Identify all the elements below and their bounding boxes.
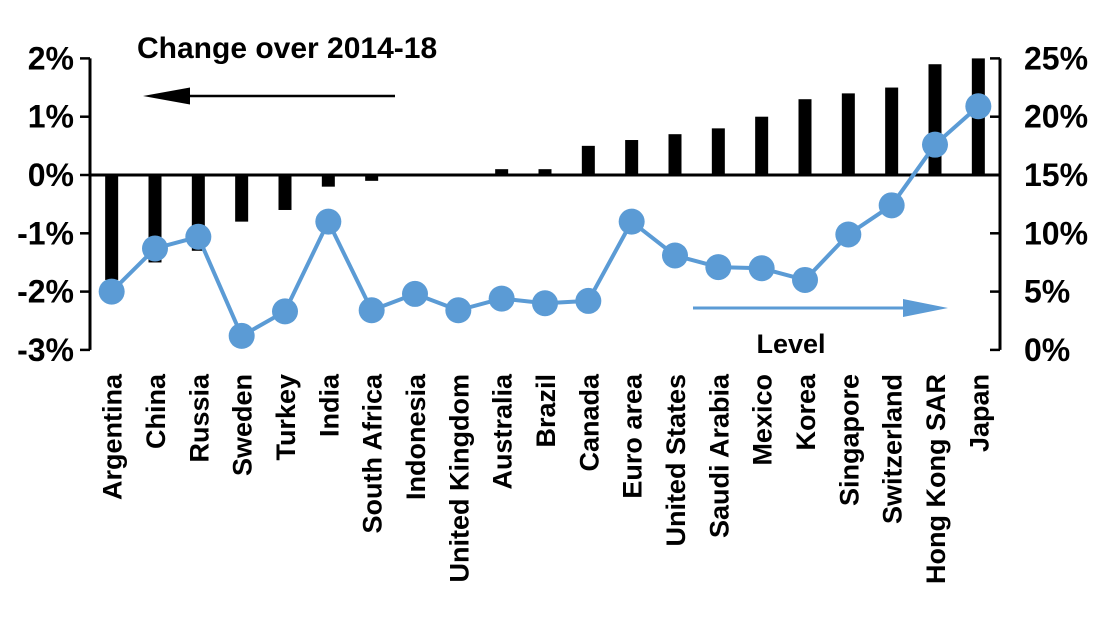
x-label-india: India: [314, 373, 344, 437]
marker-sweden: [228, 322, 255, 349]
left-arrow-icon: [143, 87, 395, 105]
x-label-saudi-arabia: Saudi Arabia: [704, 373, 734, 538]
x-label-japan: Japan: [964, 374, 994, 452]
marker-united-states: [662, 242, 688, 269]
level-label: Level: [756, 329, 825, 359]
x-label-argentina: Argentina: [98, 373, 128, 500]
marker-japan: [965, 93, 992, 120]
marker-brazil: [532, 290, 558, 317]
marker-switzerland: [878, 192, 905, 219]
marker-china: [142, 235, 168, 262]
marker-india: [315, 208, 342, 235]
x-label-united-kingdom: United Kingdom: [444, 374, 474, 582]
marker-euro-area: [618, 208, 645, 235]
marker-united-kingdom: [445, 297, 472, 324]
bar-euro-area: [625, 140, 639, 175]
bar-canada: [581, 145, 595, 175]
x-label-euro-area: Euro area: [618, 373, 648, 499]
right-tick-label: 5%: [1024, 274, 1070, 310]
bar-brazil: [538, 169, 552, 175]
right-tick-label: 15%: [1024, 157, 1088, 193]
marker-south-africa: [358, 297, 385, 324]
x-label-switzerland: Switzerland: [878, 374, 908, 524]
right-arrow-icon: [693, 299, 948, 317]
x-label-korea: Korea: [791, 373, 821, 451]
marker-singapore: [835, 221, 862, 248]
bar-korea: [798, 99, 812, 175]
annotations-group: Change over 2014-18 Level: [137, 32, 948, 359]
bar-united-states: [668, 134, 682, 175]
x-label-russia: Russia: [184, 373, 214, 463]
bars-group: [105, 58, 985, 280]
left-tick-label: -2%: [17, 274, 74, 310]
x-label-australia: Australia: [488, 373, 518, 490]
left-tick-label: -3%: [17, 332, 74, 368]
bar-saudi-arabia: [711, 128, 725, 175]
marker-hong-kong-sar: [922, 131, 948, 158]
bar-switzerland: [885, 87, 899, 175]
bar-australia: [495, 169, 509, 175]
marker-saudi-arabia: [705, 254, 732, 281]
chart-title: Change over 2014-18: [137, 32, 437, 65]
marker-korea: [792, 266, 818, 293]
left-tick-label: 2%: [28, 40, 74, 76]
x-label-singapore: Singapore: [834, 374, 864, 506]
marker-canada: [575, 287, 602, 314]
left-tick-label: -1%: [17, 215, 74, 251]
bar-sweden: [235, 175, 249, 222]
x-label-china: China: [141, 373, 171, 449]
x-labels-group: Argentina China Russia Sweden Turkey India Sou…: [98, 373, 995, 584]
bar-turkey: [278, 175, 292, 210]
axes-group: 2% 1% 0% -1% -2% -3% 25% 20% 15% 10% 5% 0%: [17, 40, 1088, 368]
marker-indonesia: [402, 280, 428, 307]
left-tick-label: 1%: [28, 99, 74, 135]
bar-hong-kong-sar: [928, 64, 942, 175]
x-label-mexico: Mexico: [748, 374, 778, 466]
bar-south-africa: [365, 175, 379, 181]
bar-argentina: [105, 175, 119, 280]
x-label-hong-kong-sar: Hong Kong SAR: [921, 374, 951, 584]
x-label-turkey: Turkey: [271, 374, 301, 461]
x-label-canada: Canada: [574, 373, 604, 472]
x-label-sweden: Sweden: [228, 374, 258, 476]
bar-india: [321, 175, 335, 187]
bar-singapore: [841, 93, 855, 175]
line-series-group: [98, 93, 992, 349]
marker-russia: [185, 223, 212, 250]
right-tick-label: 0%: [1024, 332, 1070, 368]
marker-argentina: [98, 278, 125, 305]
x-label-indonesia: Indonesia: [401, 373, 431, 500]
marker-turkey: [272, 298, 298, 325]
right-tick-label: 25%: [1024, 40, 1088, 76]
right-tick-label: 20%: [1024, 99, 1088, 135]
marker-australia: [488, 285, 515, 312]
bar-mexico: [755, 116, 769, 175]
marker-mexico: [748, 255, 775, 282]
x-label-south-africa: South Africa: [358, 373, 388, 533]
x-label-brazil: Brazil: [531, 374, 561, 448]
left-tick-label: 0%: [28, 157, 74, 193]
x-label-united-states: United States: [661, 374, 691, 547]
right-tick-label: 10%: [1024, 215, 1088, 251]
